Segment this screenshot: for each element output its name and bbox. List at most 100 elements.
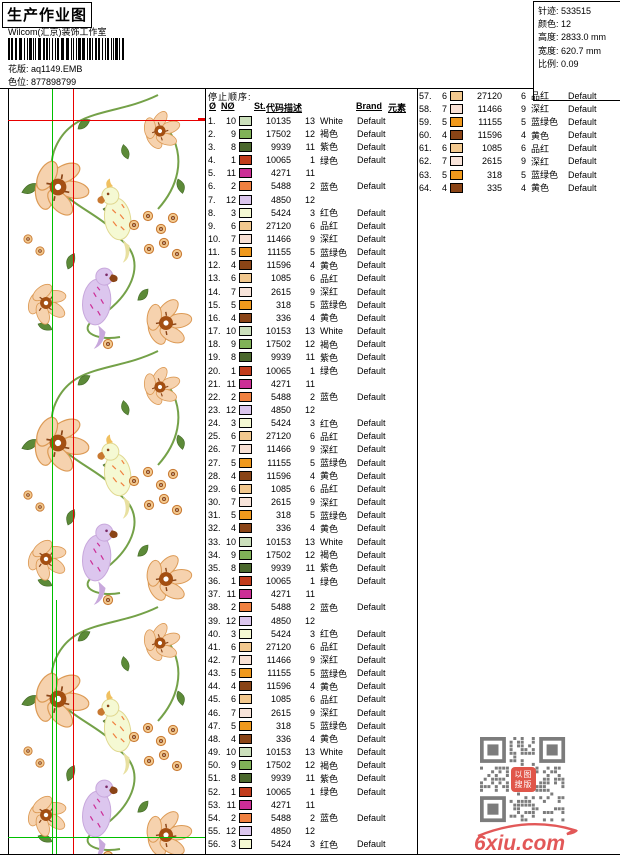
color-code: 4: [309, 681, 315, 692]
stop-row-59: 59. 5 11155 5 蓝绿色 Default: [416, 115, 616, 128]
color-description: 品红: [320, 694, 339, 705]
stitch-count: 1085: [270, 694, 291, 705]
color-swatch: [239, 115, 252, 126]
color-code: 9: [309, 286, 315, 297]
color-swatch: [450, 116, 463, 127]
stop-row-61: 61. 6 1085 6 品红 Default: [416, 142, 616, 155]
color-description: 品红: [320, 642, 339, 653]
stop-row-52: 52. 1 10065 1 绿色 Default: [205, 785, 415, 798]
stop-order: 2.: [208, 128, 216, 139]
color-code: 13: [304, 115, 315, 126]
color-code: 13: [304, 747, 315, 758]
color-code: 11: [305, 799, 315, 810]
stop-row-13: 13. 6 1085 6 品红 Default: [205, 272, 415, 285]
stop-order: 43.: [208, 668, 221, 679]
color-description: 紫色: [320, 142, 339, 153]
green-guide-horizontal: [8, 837, 205, 838]
stop-row-49: 49. 10 10153 13 White Default: [205, 746, 415, 759]
stop-row-23: 23. 12 4850 12: [205, 403, 415, 416]
color-swatch: [239, 733, 252, 744]
color-code: 4: [309, 260, 315, 271]
needle-number: 12: [225, 615, 236, 626]
needle-number: 12: [225, 405, 236, 416]
stop-order: 14.: [208, 286, 221, 297]
table-divider-1: [205, 88, 206, 855]
stop-order: 23.: [208, 405, 221, 416]
thread-brand: Default: [357, 576, 386, 587]
color-code: 6: [309, 220, 315, 231]
stop-order: 11.: [208, 247, 220, 258]
color-code: 9: [309, 444, 315, 455]
thread-brand: Default: [357, 299, 386, 310]
color-swatch: [239, 155, 252, 166]
thread-brand: Default: [357, 668, 386, 679]
stitch-count: 336: [275, 523, 291, 534]
needle-number: 11: [226, 589, 236, 600]
stop-order: 6.: [208, 181, 216, 192]
stop-row-53: 53. 11 4271 11: [205, 798, 415, 811]
color-swatch: [239, 602, 252, 613]
color-swatch: [450, 169, 463, 180]
stop-row-19: 19. 8 9939 11 紫色 Default: [205, 351, 415, 364]
color-description: 深红: [531, 156, 550, 167]
color-code: 9: [520, 156, 526, 167]
stop-order: 30.: [208, 497, 221, 508]
stop-order: 29.: [208, 483, 221, 494]
needle-number: 9: [230, 549, 236, 560]
color-swatch: [239, 378, 252, 389]
color-code: 2: [309, 181, 315, 192]
thread-brand: Default: [357, 207, 386, 218]
stop-row-15: 15. 5 318 5 蓝绿色 Default: [205, 298, 415, 311]
stop-row-18: 18. 9 17502 12 褐色 Default: [205, 338, 415, 351]
col-header-needle: NØ: [221, 101, 235, 111]
stop-order: 7.: [208, 194, 216, 205]
design-width-value: 620.7 mm: [561, 45, 602, 56]
page-title: 生产作业图: [7, 7, 88, 24]
color-code: 5: [309, 720, 315, 731]
color-description: 绿色: [320, 155, 339, 166]
stitch-count: 5424: [270, 839, 291, 850]
stop-row-16: 16. 4 336 4 黄色 Default: [205, 311, 415, 324]
color-swatch: [239, 799, 252, 810]
color-swatch: [239, 273, 252, 284]
needle-number: 5: [230, 668, 236, 679]
color-code: 12: [304, 760, 315, 771]
needle-number: 10: [225, 747, 236, 758]
color-description: 蓝绿色: [320, 510, 348, 521]
stitch-count: 9939: [270, 352, 291, 363]
thread-brand: Default: [357, 286, 386, 297]
qr-badge-text: 以图搜版: [514, 770, 533, 789]
needle-number: 4: [441, 130, 447, 141]
stitch-count: 10065: [265, 365, 291, 376]
stitch-count: 318: [275, 299, 291, 310]
thread-brand: Default: [357, 628, 386, 639]
color-code: 9: [309, 654, 315, 665]
stop-row-2: 2. 9 17502 12 褐色 Default: [205, 127, 415, 140]
thread-brand: Default: [357, 128, 386, 139]
color-code: 1: [309, 155, 315, 166]
stitch-count: 318: [275, 510, 291, 521]
color-swatch: [239, 536, 252, 547]
thread-brand: Default: [357, 681, 386, 692]
needle-number: 9: [230, 128, 236, 139]
stitch-count: 336: [275, 312, 291, 323]
stop-order: 58.: [419, 103, 432, 114]
col-header-stitches: St.: [254, 101, 266, 111]
thread-brand: Default: [568, 182, 597, 193]
color-swatch: [239, 826, 252, 837]
scale-label: 比例:: [538, 58, 559, 69]
thread-brand: Default: [357, 233, 386, 244]
col-header-element: 元素: [388, 103, 407, 113]
site-logo: 6xiu.com: [472, 823, 582, 856]
stop-order: 36.: [208, 576, 221, 587]
stitch-count-value: 533515: [561, 6, 592, 16]
stop-row-63: 63. 5 318 5 蓝绿色 Default: [416, 168, 616, 181]
needle-number: 4: [230, 470, 236, 481]
needle-number: 4: [230, 523, 236, 534]
color-code: 12: [304, 194, 315, 205]
stop-order: 48.: [208, 733, 221, 744]
red-guide-vertical: [73, 89, 74, 854]
needle-number: 5: [230, 299, 236, 310]
color-swatch: [239, 483, 252, 494]
